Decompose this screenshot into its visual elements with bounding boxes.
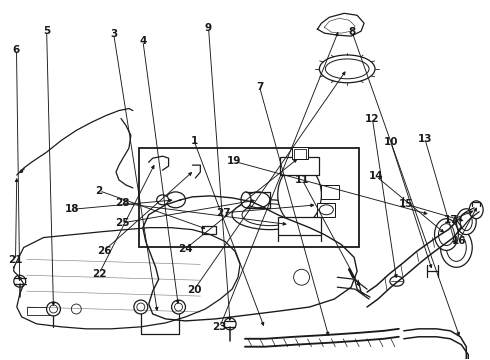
Text: 8: 8	[348, 27, 356, 37]
Polygon shape	[318, 13, 364, 36]
Bar	[292, 147, 308, 159]
Text: 26: 26	[97, 246, 111, 256]
Text: 16: 16	[452, 236, 466, 246]
Text: 1: 1	[190, 136, 197, 146]
Text: 7: 7	[256, 82, 263, 92]
Text: 25: 25	[115, 218, 130, 228]
Polygon shape	[149, 156, 169, 170]
Bar	[26, 307, 54, 315]
Text: 6: 6	[13, 45, 20, 55]
Text: 5: 5	[43, 26, 50, 36]
Text: 9: 9	[205, 23, 212, 33]
Ellipse shape	[134, 300, 148, 314]
Ellipse shape	[441, 228, 472, 267]
Ellipse shape	[172, 300, 185, 314]
Text: 15: 15	[399, 199, 414, 209]
Ellipse shape	[166, 192, 185, 208]
Ellipse shape	[319, 55, 375, 83]
Ellipse shape	[435, 219, 458, 251]
Text: 27: 27	[216, 208, 230, 218]
Bar	[321, 185, 339, 199]
Text: 19: 19	[227, 157, 242, 166]
Text: 24: 24	[178, 244, 193, 253]
Ellipse shape	[47, 302, 60, 316]
Ellipse shape	[232, 200, 308, 230]
Text: 13: 13	[417, 134, 432, 144]
Text: 2: 2	[96, 186, 103, 196]
Ellipse shape	[14, 275, 25, 287]
Text: 18: 18	[65, 204, 80, 214]
Polygon shape	[14, 228, 240, 329]
Polygon shape	[143, 196, 357, 321]
Ellipse shape	[469, 201, 483, 219]
Ellipse shape	[390, 276, 404, 286]
Bar	[202, 226, 216, 234]
Text: 11: 11	[295, 175, 310, 185]
Text: 10: 10	[384, 138, 398, 148]
Bar	[294, 149, 306, 159]
Text: 17: 17	[444, 215, 459, 225]
Text: 4: 4	[139, 36, 147, 46]
Bar	[278, 217, 321, 235]
Ellipse shape	[241, 192, 251, 208]
Ellipse shape	[456, 209, 476, 235]
Text: 23: 23	[213, 322, 227, 332]
Text: 14: 14	[369, 171, 384, 181]
Ellipse shape	[157, 195, 169, 205]
Text: 3: 3	[110, 29, 117, 39]
Text: 28: 28	[115, 198, 130, 208]
Text: 21: 21	[8, 255, 23, 265]
Text: 22: 22	[92, 269, 106, 279]
Ellipse shape	[224, 318, 236, 330]
Text: 20: 20	[187, 285, 201, 295]
Bar	[318, 203, 335, 217]
Text: 12: 12	[365, 113, 380, 123]
Bar	[280, 157, 319, 175]
Bar	[139, 148, 359, 247]
Ellipse shape	[246, 192, 270, 208]
Ellipse shape	[278, 165, 321, 225]
